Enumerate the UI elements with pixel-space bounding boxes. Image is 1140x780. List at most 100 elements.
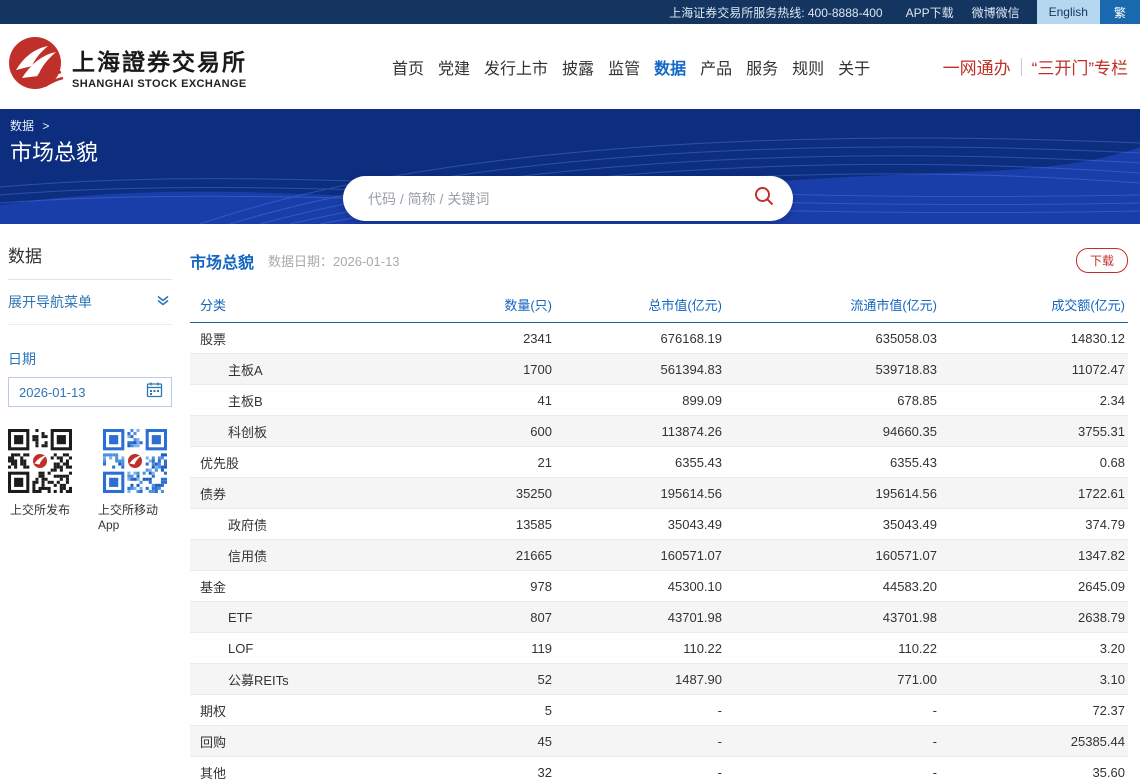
- cell-float-mv: 539718.83: [725, 353, 940, 385]
- cell-float-mv: 110.22: [725, 632, 940, 664]
- cell-total-mv: 45300.10: [555, 570, 725, 602]
- cell-total-mv: 113874.26: [555, 415, 725, 447]
- quick-links: 一网通办 “三开门”专栏: [943, 54, 1128, 79]
- one-stop-service-link[interactable]: 一网通办: [942, 59, 1011, 78]
- cell-float-mv: 195614.56: [725, 477, 940, 509]
- page-banner: 数据 > 市场总貌: [0, 109, 1140, 224]
- cell-float-mv: 44583.20: [725, 570, 940, 602]
- cell-count: 600: [410, 415, 555, 447]
- cell-total-mv: -: [555, 725, 725, 757]
- table-row: 主板A 1700 561394.83 539718.83 11072.47: [190, 353, 1128, 385]
- cell-category: 主板A: [190, 353, 410, 385]
- breadcrumb-item-data[interactable]: 数据: [10, 119, 35, 133]
- breadcrumb[interactable]: 数据 >: [10, 117, 49, 134]
- col-header-category: 分类: [190, 289, 410, 323]
- nav-item[interactable]: 披露: [562, 60, 595, 78]
- page-title: 市场总貌: [10, 140, 99, 165]
- table-row: 基金 978 45300.10 44583.20 2645.09: [190, 570, 1128, 602]
- breadcrumb-arrow-icon: >: [42, 119, 50, 133]
- three-open-doors-link[interactable]: “三开门”专栏: [1031, 59, 1128, 78]
- table-row: 债券 35250 195614.56 195614.56 1722.61: [190, 477, 1128, 509]
- nav-item[interactable]: 数据: [654, 60, 687, 78]
- table-row: LOF 119 110.22 110.22 3.20: [190, 632, 1128, 664]
- cell-category: 回购: [190, 725, 410, 757]
- table-row: ETF 807 43701.98 43701.98 2638.79: [190, 601, 1128, 633]
- cell-float-mv: 94660.35: [725, 415, 940, 447]
- logo-english-name: SHANGHAI STOCK EXCHANGE: [72, 78, 247, 90]
- cell-category: ETF: [190, 601, 410, 633]
- cell-total-mv: 160571.07: [555, 539, 725, 571]
- cell-count: 2341: [410, 322, 555, 354]
- cell-category: 主板B: [190, 384, 410, 416]
- qr-wechat-publish: 上交所发布: [8, 429, 72, 532]
- search-bar[interactable]: [343, 176, 793, 221]
- cell-total-mv: -: [555, 694, 725, 726]
- cell-turnover: 2638.79: [940, 601, 1128, 633]
- content-area: 数据 展开导航菜单 日期: [0, 224, 1140, 780]
- qr-codes: 上交所发布 上交所移动App: [8, 429, 172, 532]
- nav-item[interactable]: 首页: [392, 60, 425, 78]
- cell-turnover: 35.60: [940, 756, 1128, 780]
- cell-float-mv: 678.85: [725, 384, 940, 416]
- nav-item[interactable]: 产品: [700, 60, 733, 78]
- top-utility-bar: 上海证券交易所服务热线: 400-8888-400 APP下载 微博微信 Eng…: [0, 0, 1140, 24]
- table-row: 科创板 600 113874.26 94660.35 3755.31: [190, 415, 1128, 447]
- cell-count: 119: [410, 632, 555, 664]
- cell-turnover: 25385.44: [940, 725, 1128, 757]
- qr-code-image-publish: [8, 429, 72, 493]
- cell-turnover: 374.79: [940, 508, 1128, 540]
- cell-category: 优先股: [190, 446, 410, 478]
- search-icon[interactable]: [753, 185, 775, 212]
- table-row: 期权 5 - - 72.37: [190, 694, 1128, 726]
- cell-category: 期权: [190, 694, 410, 726]
- cell-turnover: 2645.09: [940, 570, 1128, 602]
- cell-float-mv: 771.00: [725, 663, 940, 695]
- search-input[interactable]: [368, 190, 753, 207]
- nav-item[interactable]: 关于: [838, 60, 871, 78]
- sse-emblem-icon: [8, 36, 64, 97]
- app-download-link[interactable]: APP下载: [905, 5, 954, 20]
- cell-float-mv: 35043.49: [725, 508, 940, 540]
- weibo-wechat-link[interactable]: 微博微信: [971, 5, 1020, 20]
- language-traditional-button[interactable]: 繁: [1099, 0, 1140, 24]
- cell-count: 45: [410, 725, 555, 757]
- cell-total-mv: 110.22: [555, 632, 725, 664]
- cell-turnover: 2.34: [940, 384, 1128, 416]
- cell-count: 1700: [410, 353, 555, 385]
- qr-caption: 上交所移动App: [98, 503, 159, 532]
- sse-logo[interactable]: 上海證券交易所 SHANGHAI STOCK EXCHANGE: [8, 36, 308, 97]
- cell-turnover: 1347.82: [940, 539, 1128, 571]
- cell-count: 978: [410, 570, 555, 602]
- cell-count: 52: [410, 663, 555, 695]
- cell-count: 13585: [410, 508, 555, 540]
- table-header-row: 分类 数量(只) 总市值(亿元) 流通市值(亿元) 成交额(亿元): [190, 289, 1128, 323]
- section-title: 市场总貌: [190, 254, 255, 272]
- cell-float-mv: 160571.07: [725, 539, 940, 571]
- table-row: 公募REITs 52 1487.90 771.00 3.10: [190, 663, 1128, 695]
- nav-item[interactable]: 规则: [792, 60, 825, 78]
- cell-count: 807: [410, 601, 555, 633]
- cell-total-mv: 899.09: [555, 384, 725, 416]
- cell-category: 基金: [190, 570, 410, 602]
- cell-turnover: 14830.12: [940, 322, 1128, 354]
- date-picker[interactable]: [8, 377, 172, 407]
- qr-caption: 上交所发布: [9, 503, 70, 517]
- download-button[interactable]: 下载: [1075, 248, 1128, 273]
- date-input[interactable]: [19, 384, 146, 400]
- nav-item[interactable]: 服务: [746, 60, 779, 78]
- cell-float-mv: 6355.43: [725, 446, 940, 478]
- calendar-icon[interactable]: [146, 381, 163, 403]
- cell-float-mv: 635058.03: [725, 322, 940, 354]
- cell-float-mv: 43701.98: [725, 601, 940, 633]
- cell-count: 5: [410, 694, 555, 726]
- market-overview-table: 分类 数量(只) 总市值(亿元) 流通市值(亿元) 成交额(亿元) 股票 234…: [190, 289, 1128, 780]
- cell-turnover: 1722.61: [940, 477, 1128, 509]
- cell-total-mv: 43701.98: [555, 601, 725, 633]
- cell-category: 公募REITs: [190, 663, 410, 695]
- nav-item[interactable]: 发行上市: [484, 60, 549, 78]
- language-english-button[interactable]: English: [1036, 0, 1100, 24]
- nav-item[interactable]: 党建: [438, 60, 471, 78]
- expand-nav-menu-button[interactable]: 展开导航菜单: [8, 280, 172, 325]
- cell-float-mv: -: [725, 725, 940, 757]
- nav-item[interactable]: 监管: [608, 60, 641, 78]
